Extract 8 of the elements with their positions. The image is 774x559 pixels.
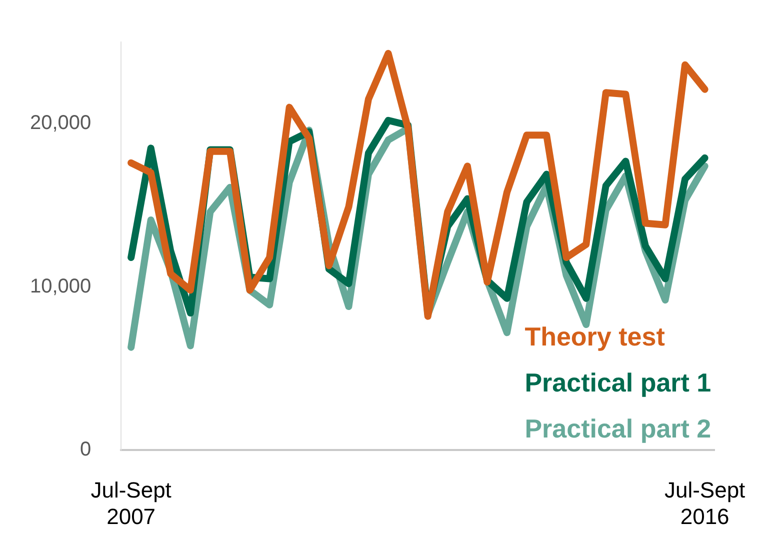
x-tick-label: Jul-Sept 2016 [664,477,746,529]
y-tick-label: 10,000 [30,275,92,298]
y-tick-label: 0 [80,438,92,461]
y-tick-label: 20,000 [30,112,92,134]
text: Practical part 2 [524,413,712,444]
text: Theory test [524,321,666,352]
text: Practical part 1 [524,367,712,398]
x-tick-label: Jul-Sept 2007 [90,477,172,529]
